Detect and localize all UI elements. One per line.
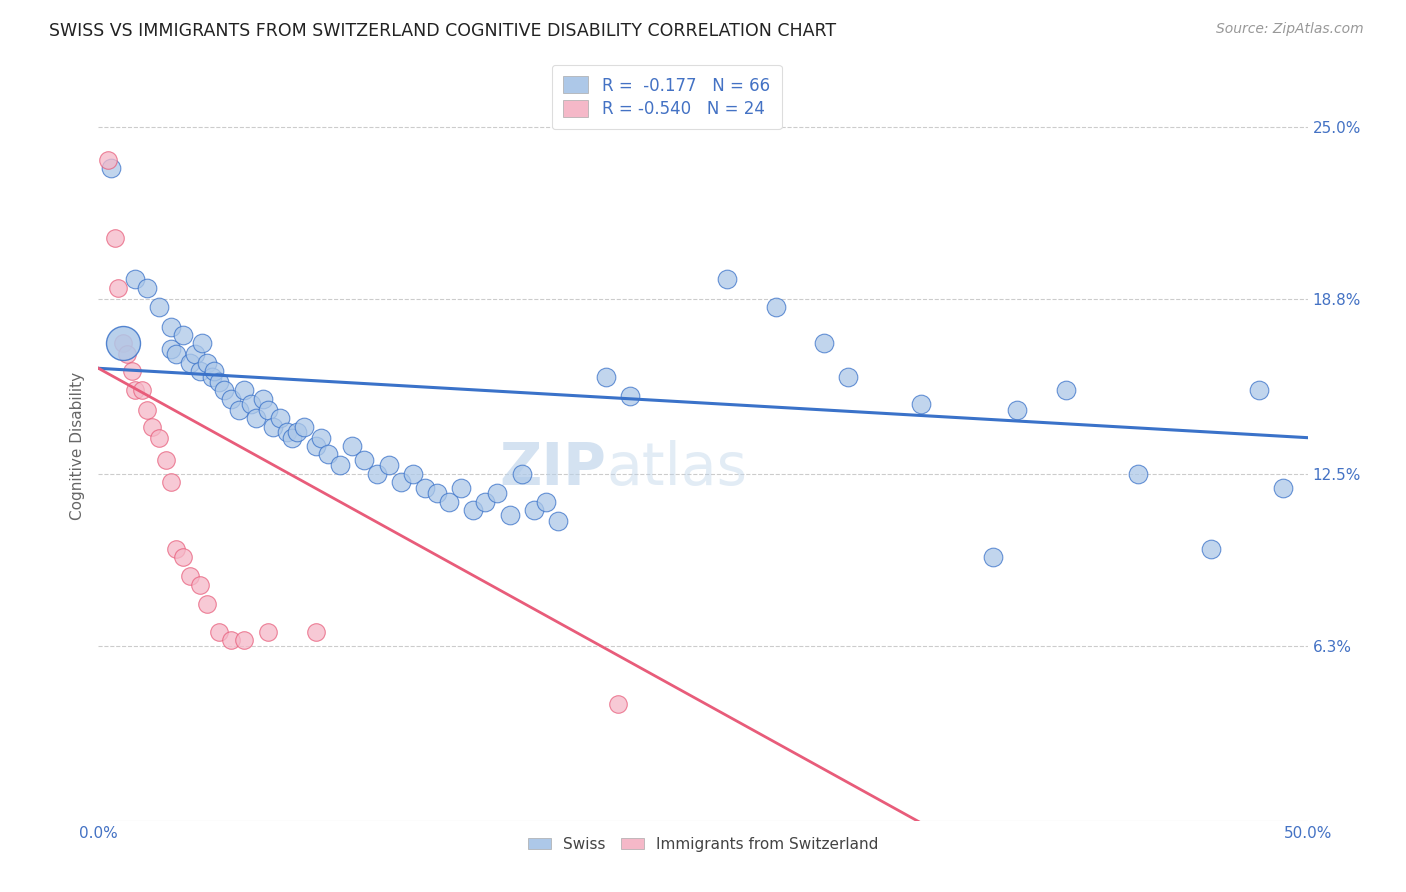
Point — [402, 467, 425, 481]
Point — [813, 336, 835, 351]
Point — [450, 481, 472, 495]
Point — [232, 633, 254, 648]
Point — [135, 281, 157, 295]
Point — [463, 503, 485, 517]
Point — [1054, 384, 1077, 398]
Point — [195, 597, 218, 611]
Point — [510, 467, 533, 481]
Point — [366, 467, 388, 481]
Point — [111, 336, 134, 351]
Point — [155, 453, 177, 467]
Point — [316, 447, 339, 461]
Point — [285, 425, 308, 439]
Point — [111, 336, 134, 351]
Point — [413, 481, 436, 495]
Point — [1199, 541, 1222, 556]
Point — [716, 272, 738, 286]
Point — [262, 419, 284, 434]
Point — [104, 231, 127, 245]
Point — [353, 453, 375, 467]
Point — [1007, 403, 1029, 417]
Point — [595, 369, 617, 384]
Point — [179, 356, 201, 370]
Point — [389, 475, 412, 489]
Point — [276, 425, 298, 439]
Point — [124, 384, 146, 398]
Point — [910, 397, 932, 411]
Text: ZIP: ZIP — [499, 440, 606, 497]
Point — [486, 486, 509, 500]
Point — [160, 319, 183, 334]
Y-axis label: Cognitive Disability: Cognitive Disability — [70, 372, 86, 520]
Point — [188, 578, 211, 592]
Point — [1272, 481, 1295, 495]
Point — [269, 411, 291, 425]
Point — [172, 549, 194, 564]
Point — [292, 419, 315, 434]
Point — [305, 439, 328, 453]
Point — [135, 403, 157, 417]
Point — [208, 375, 231, 389]
Point — [131, 384, 153, 398]
Point — [305, 624, 328, 639]
Point — [523, 503, 546, 517]
Point — [121, 364, 143, 378]
Point — [245, 411, 267, 425]
Point — [160, 475, 183, 489]
Point — [228, 403, 250, 417]
Point — [184, 347, 207, 361]
Point — [165, 541, 187, 556]
Point — [201, 369, 224, 384]
Point — [212, 384, 235, 398]
Point — [252, 392, 274, 406]
Point — [1249, 384, 1271, 398]
Point — [165, 347, 187, 361]
Point — [204, 364, 226, 378]
Point — [329, 458, 352, 473]
Point — [534, 494, 557, 508]
Point — [377, 458, 399, 473]
Point — [474, 494, 496, 508]
Point — [191, 336, 214, 351]
Legend: Swiss, Immigrants from Switzerland: Swiss, Immigrants from Switzerland — [522, 830, 884, 858]
Point — [160, 342, 183, 356]
Point — [172, 328, 194, 343]
Point — [221, 633, 243, 648]
Point — [547, 514, 569, 528]
Point — [981, 549, 1004, 564]
Point — [232, 384, 254, 398]
Point — [148, 300, 170, 314]
Point — [256, 624, 278, 639]
Point — [117, 347, 139, 361]
Point — [437, 494, 460, 508]
Point — [97, 153, 120, 168]
Point — [100, 161, 122, 176]
Point — [607, 697, 630, 711]
Point — [1128, 467, 1150, 481]
Point — [107, 281, 129, 295]
Point — [498, 508, 520, 523]
Point — [148, 431, 170, 445]
Point — [195, 356, 218, 370]
Text: Source: ZipAtlas.com: Source: ZipAtlas.com — [1216, 22, 1364, 37]
Point — [765, 300, 787, 314]
Point — [426, 486, 449, 500]
Point — [256, 403, 278, 417]
Point — [281, 431, 304, 445]
Point — [619, 389, 641, 403]
Point — [239, 397, 262, 411]
Point — [309, 431, 332, 445]
Point — [837, 369, 859, 384]
Text: atlas: atlas — [606, 440, 747, 497]
Point — [141, 419, 163, 434]
Point — [208, 624, 231, 639]
Point — [221, 392, 243, 406]
Point — [188, 364, 211, 378]
Point — [124, 272, 146, 286]
Point — [342, 439, 364, 453]
Text: SWISS VS IMMIGRANTS FROM SWITZERLAND COGNITIVE DISABILITY CORRELATION CHART: SWISS VS IMMIGRANTS FROM SWITZERLAND COG… — [49, 22, 837, 40]
Point — [179, 569, 201, 583]
